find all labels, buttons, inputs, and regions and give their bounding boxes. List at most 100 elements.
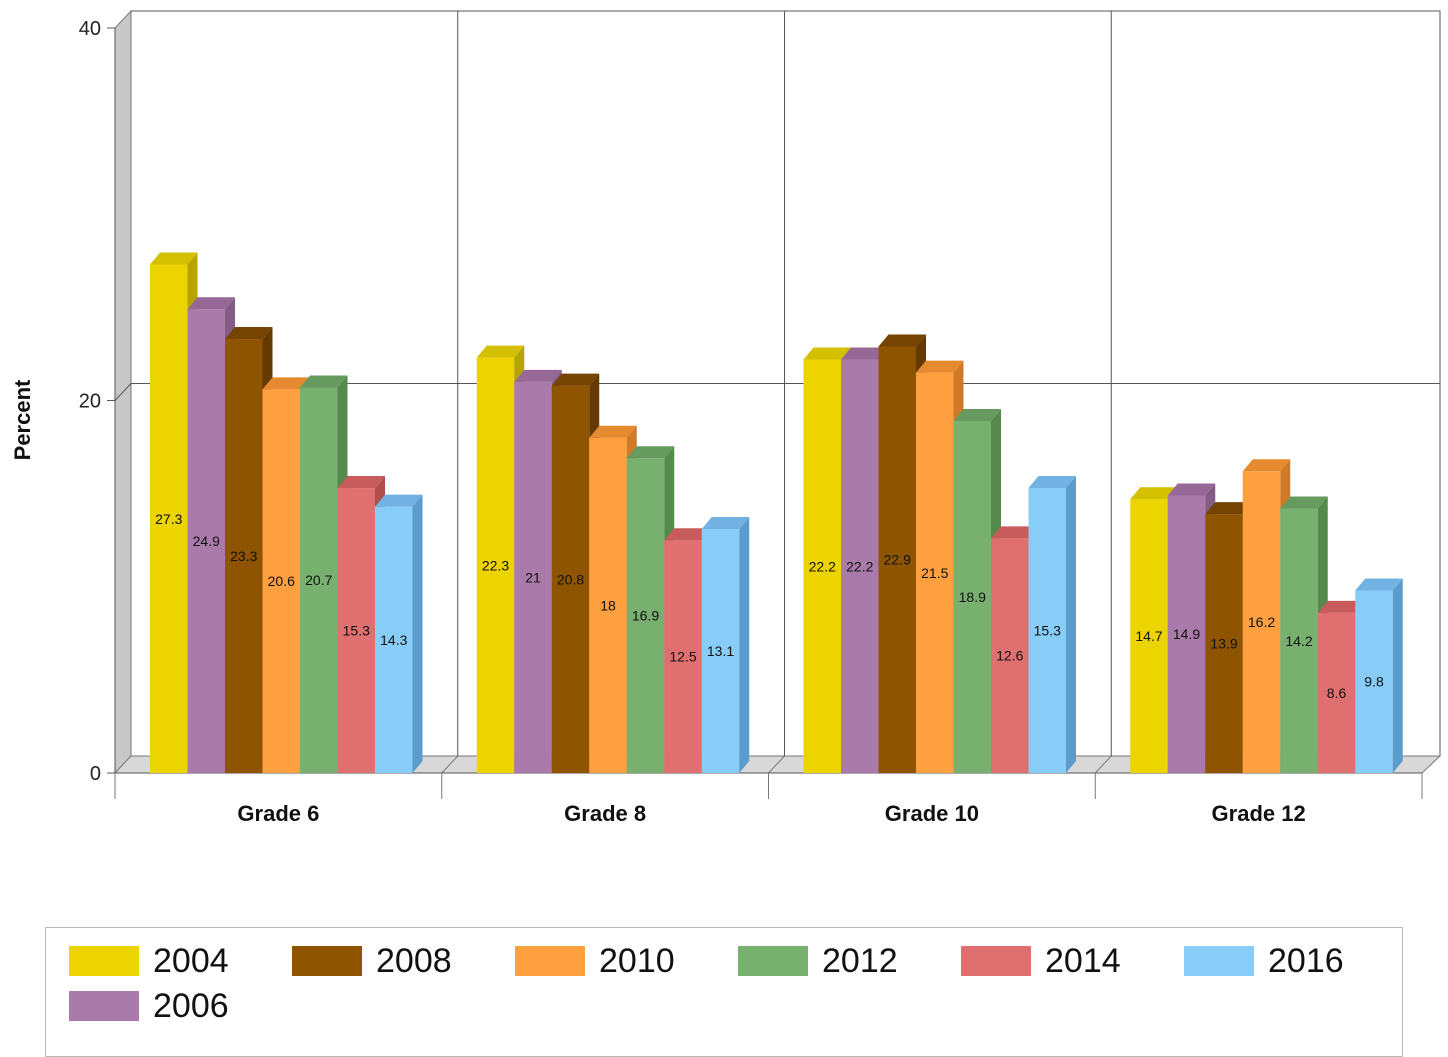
bar-value-label: 16.9: [632, 608, 659, 624]
bar-front: [300, 387, 338, 773]
x-tick-label: Grade 10: [885, 801, 979, 826]
y-tick-label: 40: [79, 18, 101, 40]
legend-label: 2008: [376, 941, 452, 980]
legend-item: 2014: [961, 941, 1121, 980]
bar-front: [514, 381, 552, 773]
bar-top: [841, 347, 889, 360]
bar-top: [375, 494, 423, 507]
bar-top: [1130, 487, 1178, 500]
bar-value-label: 20.8: [557, 571, 584, 587]
bar-value-label: 21: [525, 569, 541, 585]
bar: [1355, 578, 1403, 773]
bar-value-label: 20.6: [268, 573, 295, 589]
bar-value-label: 8.6: [1327, 685, 1347, 701]
bar-top: [878, 334, 926, 347]
bar-top: [803, 347, 851, 360]
bar-value-label: 14.3: [380, 632, 407, 648]
bar-front: [375, 506, 413, 773]
bar-front: [664, 540, 702, 773]
bar-top: [225, 327, 273, 340]
legend-label: 2014: [1045, 941, 1121, 980]
bar-top: [551, 373, 600, 386]
bar-front: [337, 488, 375, 773]
floor-divider: [1094, 755, 1112, 774]
bar-front: [225, 339, 263, 773]
bar-top: [1242, 459, 1291, 472]
legend-label: 2016: [1268, 941, 1344, 980]
bar-value-label: 20.7: [305, 572, 332, 588]
bar-value-label: 15.3: [1034, 623, 1061, 639]
legend-swatch: [738, 946, 808, 976]
bar-top: [1280, 496, 1328, 509]
legend-label: 2012: [822, 941, 898, 980]
bar-side: [739, 517, 750, 773]
bar-top: [1205, 502, 1253, 515]
legend: 2004 2008 2010 2012 2014 2016 2006: [45, 927, 1403, 1057]
bar-top: [1317, 600, 1366, 613]
bar: [1028, 476, 1076, 773]
bar-front: [701, 529, 740, 773]
bar-side: [412, 494, 423, 773]
bar-value-label: 16.2: [1248, 614, 1275, 630]
legend-label: 2006: [153, 986, 229, 1025]
bar-front: [150, 264, 188, 773]
legend-item: 2012: [738, 941, 898, 980]
legend-swatch: [515, 946, 585, 976]
bar-front: [1355, 590, 1393, 773]
gridline-side-20: [114, 383, 132, 401]
bar-front: [1242, 471, 1281, 773]
bar: [1205, 502, 1253, 773]
bar-top: [1028, 476, 1076, 489]
bar-top: [664, 528, 712, 541]
bar-front: [1028, 488, 1066, 773]
bar-value-label: 9.8: [1364, 674, 1384, 690]
bar-front: [187, 309, 225, 773]
bar-value-label: 24.9: [193, 533, 220, 549]
legend-swatch: [69, 946, 139, 976]
bar-value-label: 27.3: [155, 511, 182, 527]
bar-front: [1317, 612, 1356, 773]
bar-top: [262, 377, 310, 390]
legend-swatch: [1184, 946, 1254, 976]
legend-swatch: [292, 946, 362, 976]
bar: [701, 517, 750, 773]
y-axis-title: Percent: [10, 379, 35, 461]
legend-item: 2008: [292, 941, 452, 980]
bar-value-label: 14.7: [1135, 628, 1162, 644]
bar-top: [150, 252, 198, 265]
floor-divider: [768, 755, 785, 774]
bar-value-label: 22.2: [809, 558, 836, 574]
x-tick-label: Grade 6: [237, 801, 319, 826]
bar-top: [991, 526, 1039, 539]
bar-value-label: 22.2: [846, 558, 873, 574]
bar-front: [476, 357, 515, 773]
bar-front: [262, 389, 300, 773]
bar-front: [1280, 508, 1318, 773]
bar-value-label: 14.9: [1173, 626, 1200, 642]
bar-top: [626, 446, 675, 459]
legend-label: 2010: [599, 941, 675, 980]
bar-front: [1130, 499, 1168, 773]
bar-front: [626, 458, 665, 773]
bar-top: [1167, 483, 1216, 496]
legend-item: 2006: [69, 986, 229, 1025]
bar-top: [1355, 578, 1403, 591]
bar-front: [878, 346, 916, 773]
bar-value-label: 13.1: [707, 643, 734, 659]
bar-top: [300, 375, 348, 388]
bar-top: [187, 297, 235, 310]
bar-front: [991, 538, 1029, 773]
bar-value-label: 18.9: [959, 589, 986, 605]
bar-value-label: 22.9: [884, 552, 911, 568]
bar-front: [841, 359, 879, 773]
bar-value-label: 13.9: [1210, 636, 1237, 652]
legend-item: 2016: [1184, 941, 1344, 980]
bar-front: [1205, 514, 1243, 773]
bar-front: [953, 420, 991, 773]
bar-value-label: 14.2: [1285, 633, 1312, 649]
bar-top: [589, 425, 637, 438]
bar-front: [1167, 495, 1206, 773]
bar-top: [337, 476, 385, 489]
x-tick-label: Grade 12: [1212, 801, 1306, 826]
bar-value-label: 15.3: [343, 623, 370, 639]
